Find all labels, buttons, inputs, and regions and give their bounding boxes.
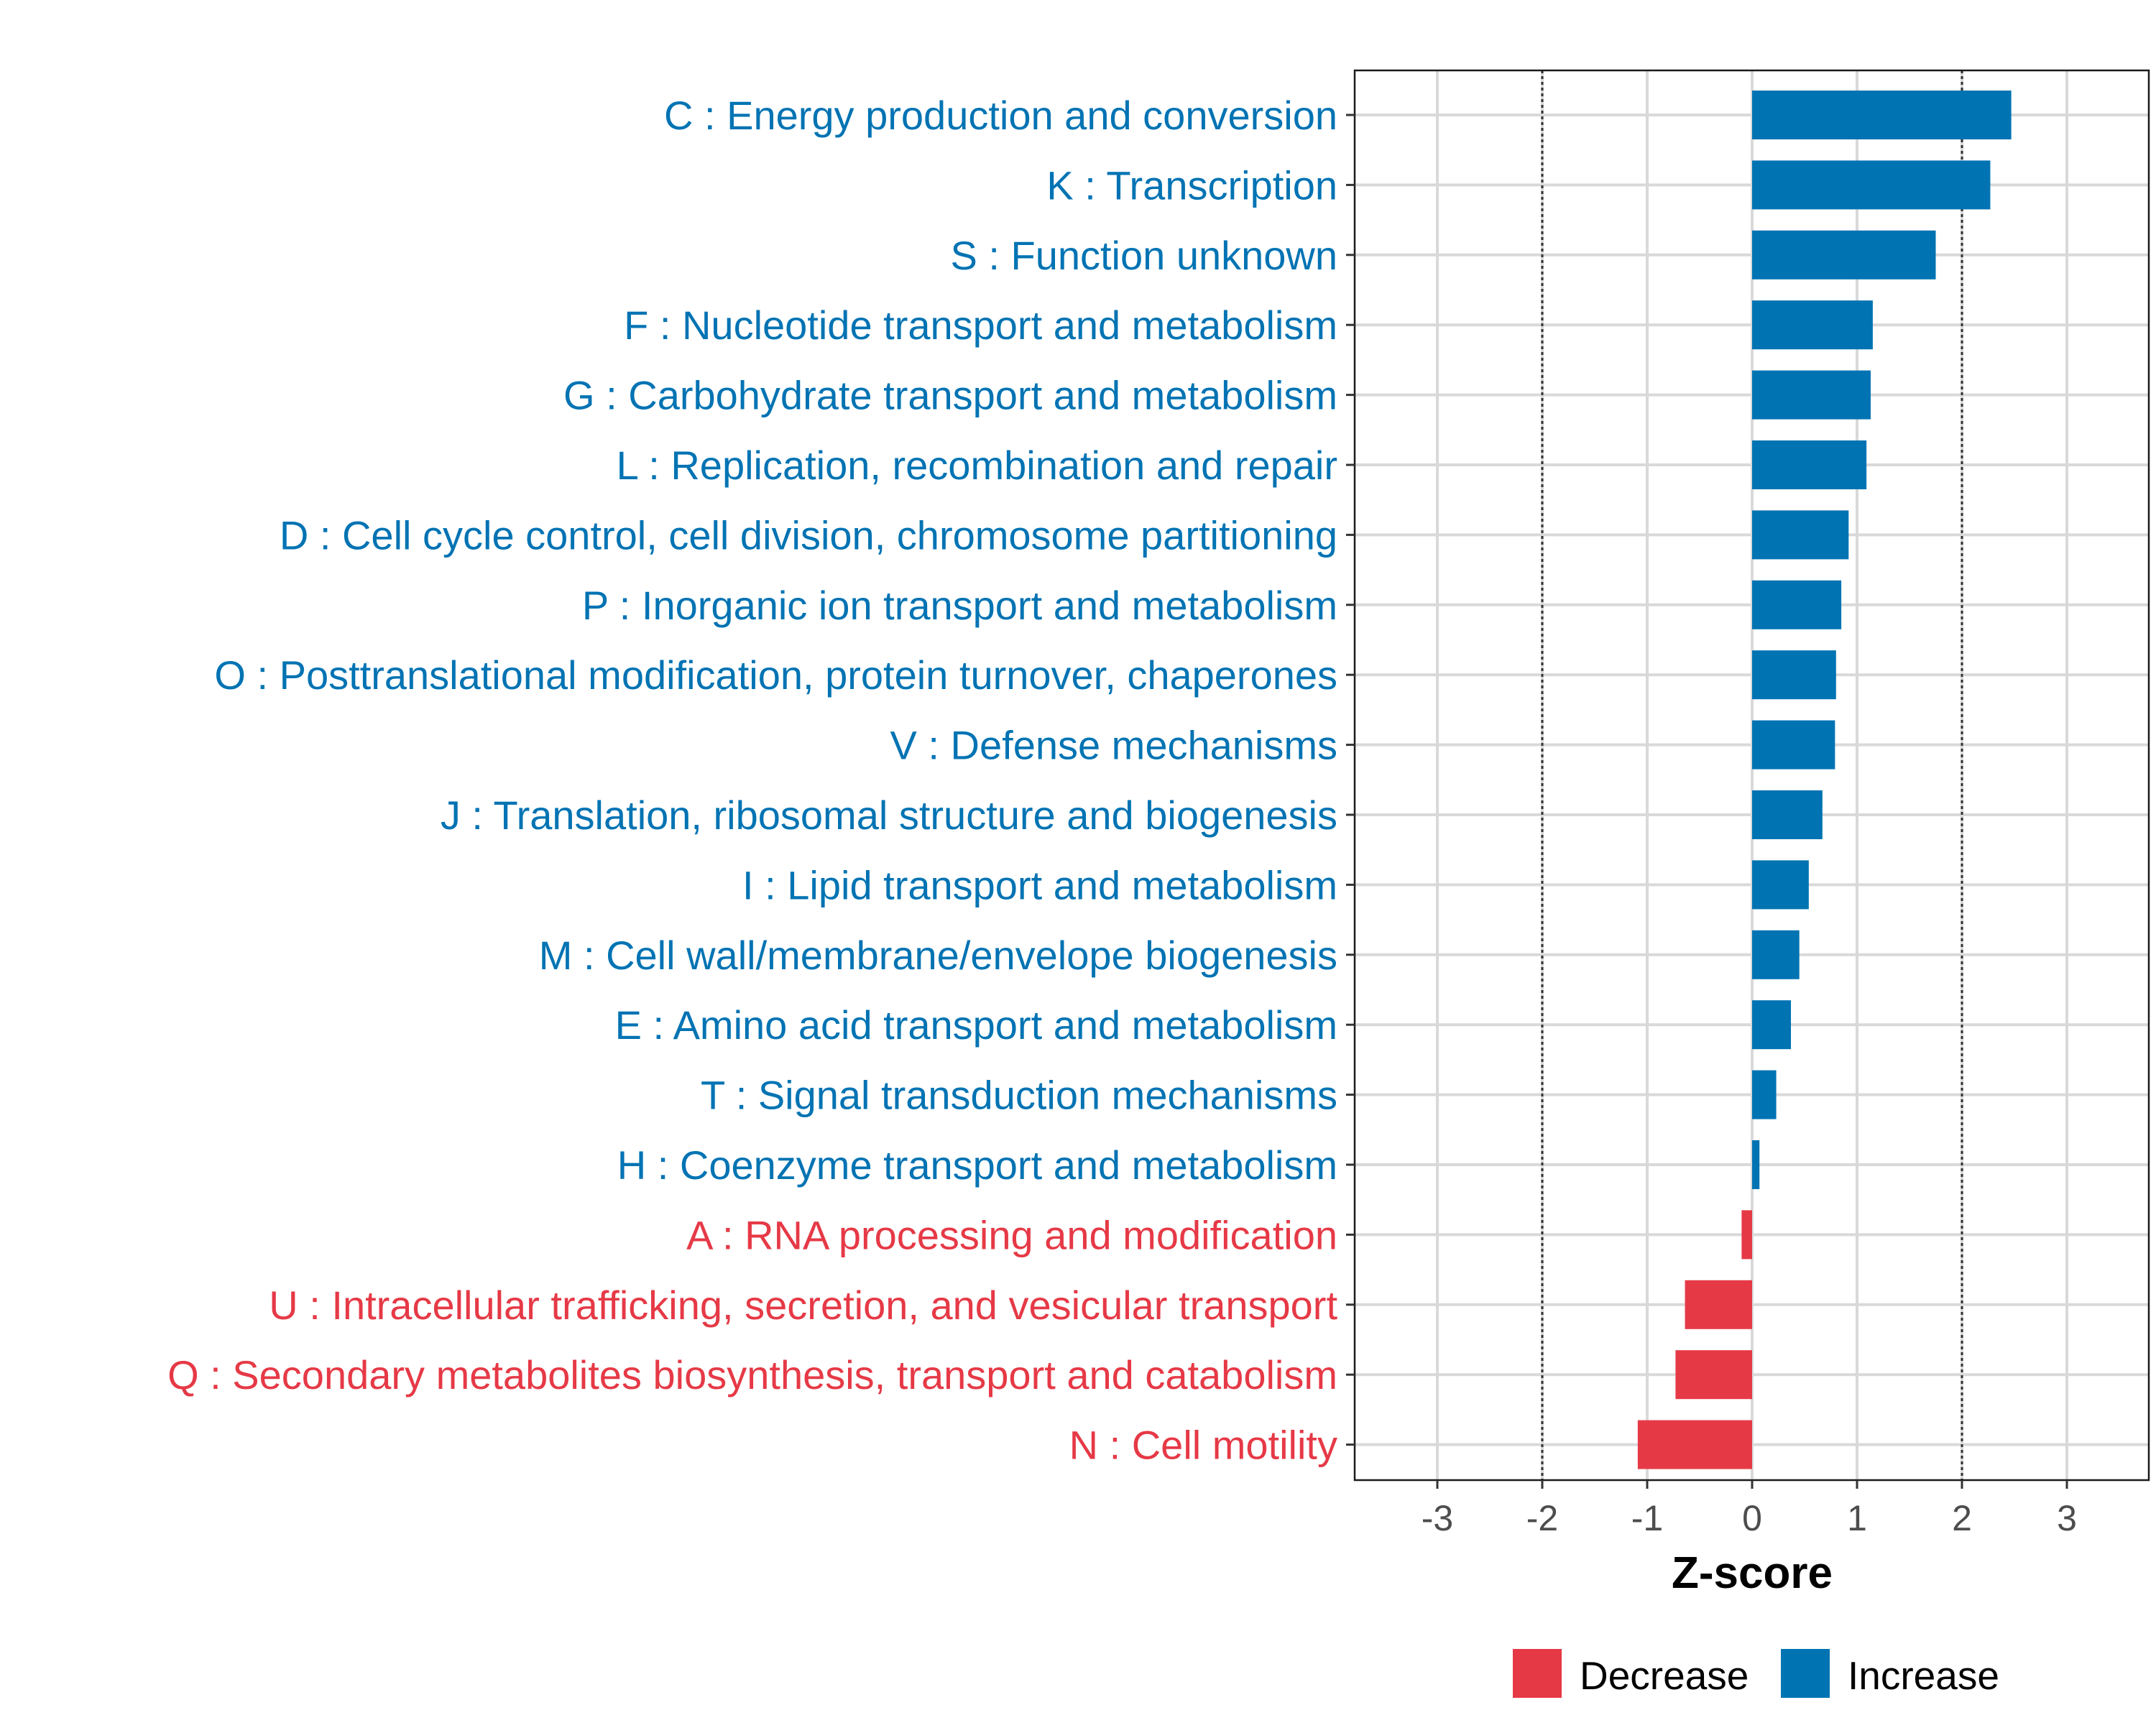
y-tick-label: A : RNA processing and modification	[686, 1212, 1337, 1257]
reference-lines	[1541, 70, 1963, 1480]
x-tick-label: -1	[1631, 1498, 1663, 1538]
y-tick-label: T : Signal transduction mechanisms	[701, 1073, 1337, 1118]
y-tick-label: S : Function unknown	[950, 233, 1337, 278]
bar	[1752, 1140, 1760, 1189]
legend-swatch-decrease	[1513, 1649, 1562, 1698]
x-tick-label: 0	[1742, 1498, 1762, 1538]
bar	[1752, 440, 1867, 489]
y-tick-label: V : Defense mechanisms	[890, 723, 1337, 768]
y-axis-labels: C : Energy production and conversion K : …	[167, 93, 1337, 1468]
bar	[1752, 930, 1800, 979]
bar	[1752, 91, 2012, 139]
bar	[1752, 230, 1936, 279]
y-tick-label: D : Cell cycle control, cell division, c…	[280, 512, 1337, 558]
y-tick-label: E : Amino acid transport and metabolism	[615, 1002, 1337, 1048]
legend-label-decrease: Decrease	[1580, 1653, 1749, 1698]
y-tick-label: J : Translation, ribosomal structure and…	[441, 793, 1337, 838]
x-axis-tick-labels: -3 -2 -1 0 1 2 3	[1422, 1498, 2077, 1538]
bar	[1752, 370, 1871, 420]
bar	[1741, 1210, 1752, 1260]
y-tick-label: N : Cell motility	[1069, 1423, 1337, 1468]
bar	[1752, 720, 1835, 770]
bar	[1675, 1350, 1752, 1400]
bar	[1752, 1000, 1792, 1050]
bar	[1752, 650, 1836, 700]
legend-swatch-increase	[1781, 1649, 1830, 1698]
y-tick-label: I : Lipid transport and metabolism	[742, 862, 1337, 907]
y-tick-label: Q : Secondary metabolites biosynthesis, …	[167, 1352, 1337, 1397]
x-axis-ticks	[1436, 1480, 2068, 1489]
y-tick-label: K : Transcription	[1046, 162, 1337, 208]
bar	[1752, 860, 1809, 910]
x-tick-label: -3	[1422, 1498, 1453, 1538]
bar	[1637, 1420, 1752, 1469]
y-tick-label: U : Intracellular trafficking, secretion…	[269, 1283, 1337, 1328]
x-tick-label: 1	[1847, 1498, 1867, 1538]
grid-lines	[1355, 70, 2149, 1480]
y-tick-label: L : Replication, recombination and repai…	[617, 443, 1337, 488]
y-tick-label: H : Coenzyme transport and metabolism	[617, 1142, 1337, 1188]
bar	[1752, 510, 1849, 560]
legend: Decrease Increase	[1513, 1649, 1999, 1698]
bar	[1685, 1280, 1752, 1329]
y-tick-label: G : Carbohydrate transport and metabolis…	[563, 373, 1337, 418]
y-tick-label: F : Nucleotide transport and metabolism	[624, 302, 1337, 348]
bar	[1752, 300, 1873, 350]
y-tick-label: C : Energy production and conversion	[664, 93, 1337, 138]
y-tick-label: P : Inorganic ion transport and metaboli…	[582, 583, 1337, 628]
bar	[1752, 160, 1991, 210]
bar	[1752, 580, 1842, 629]
x-axis-title: Z-score	[1672, 1548, 1833, 1598]
x-tick-label: -2	[1526, 1498, 1558, 1538]
bars	[1637, 91, 2012, 1469]
legend-label-increase: Increase	[1848, 1653, 1999, 1698]
x-tick-label: 3	[2057, 1498, 2077, 1538]
y-tick-label: O : Posttranslational modification, prot…	[214, 652, 1337, 698]
bar	[1752, 790, 1823, 839]
bar	[1752, 1070, 1777, 1119]
x-tick-label: 2	[1952, 1498, 1972, 1538]
y-axis-ticks	[1346, 114, 1355, 1446]
y-tick-label: M : Cell wall/membrane/envelope biogenes…	[539, 933, 1337, 978]
